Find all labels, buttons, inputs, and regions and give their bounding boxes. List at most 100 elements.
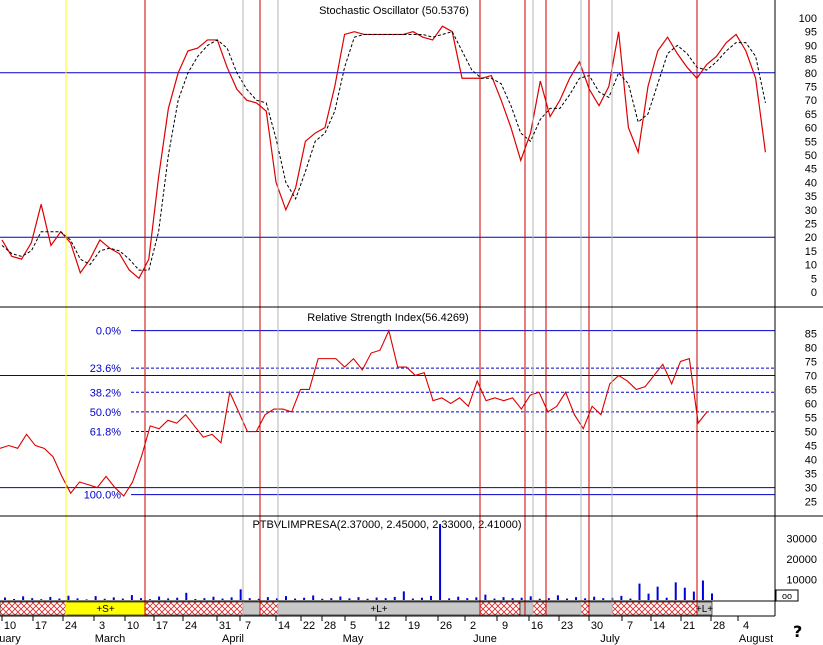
stochastic-k-line (1, 25, 767, 280)
volume-bar (665, 597, 668, 600)
volume-bar (67, 595, 70, 600)
volume-bar (538, 598, 541, 600)
volume-panel: PTBVLIMPRESA(2.37000, 2.45000, 2.33000, … (4, 519, 817, 600)
volume-bar (411, 598, 414, 600)
volume-bar (176, 597, 179, 600)
volume-bar (312, 595, 315, 600)
volume-bar (284, 596, 287, 600)
day-label: 10 (4, 620, 16, 632)
day-label: 30 (591, 620, 603, 632)
date-axis: 10 17 24 3 10 17 24 31 7 14 22 28 5 12 19 26 2 9 16 23 30 7 14… (0, 616, 773, 645)
help-icon[interactable]: ? (793, 622, 803, 641)
day-label: 21 (683, 620, 695, 632)
volume-bar (547, 598, 550, 600)
day-label: 22 (303, 620, 315, 632)
rsi-title: Relative Strength Index(56.4269) (307, 312, 468, 324)
day-label: 28 (324, 620, 336, 632)
volume-bar (656, 586, 659, 600)
volume-bar (330, 598, 333, 600)
fibonacci-label: 0.0% (96, 326, 121, 338)
event-lines (65, 0, 698, 616)
volume-bar (194, 598, 197, 600)
volume-bar (248, 598, 251, 600)
volume-bar (638, 583, 641, 600)
day-label: 4 (743, 620, 749, 632)
y-tick-label: 55 (805, 136, 817, 148)
band-segment (242, 601, 261, 616)
volume-bar (692, 591, 695, 600)
y-tick-label: 80 (805, 342, 817, 354)
volume-bar (475, 597, 478, 600)
y-tick-label: 55 (805, 413, 817, 425)
y-tick-label: 60 (805, 123, 817, 135)
volume-bar (94, 596, 97, 600)
day-label: 17 (35, 620, 47, 632)
fibonacci-label: 61.8% (90, 427, 121, 439)
day-label: 14 (653, 620, 665, 632)
day-label: 7 (245, 620, 251, 632)
volume-bar (103, 598, 106, 600)
volume-bar (602, 598, 605, 600)
y-tick-label: 25 (805, 497, 817, 509)
volume-bar (575, 597, 578, 600)
day-label: 28 (713, 620, 725, 632)
band-label: +S+ (96, 604, 115, 615)
volume-bar (511, 598, 514, 600)
volume-bar (58, 598, 61, 600)
band-segment (580, 601, 590, 616)
day-label: 7 (627, 620, 633, 632)
day-label: 31 (219, 620, 231, 632)
y-tick-label: 40 (805, 455, 817, 467)
day-label: 10 (127, 620, 139, 632)
volume-bar (393, 596, 396, 600)
y-tick-label: 75 (805, 356, 817, 368)
day-label: 3 (99, 620, 105, 632)
day-label: 24 (65, 620, 77, 632)
band-segment (588, 601, 613, 616)
y-tick-label: 25 (805, 219, 817, 231)
month-label: May (343, 633, 364, 645)
legend-box[interactable]: oo (775, 589, 799, 602)
volume-bar (629, 598, 632, 600)
volume-bar (339, 596, 342, 600)
y-tick-label: 45 (805, 441, 817, 453)
y-tick-label: 80 (805, 68, 817, 80)
legend-box-text: oo (782, 591, 792, 601)
volume-bar (203, 598, 206, 600)
volume-bar (139, 598, 142, 600)
volume-bar (321, 598, 324, 600)
band-segment (611, 601, 698, 616)
volume-bar (357, 597, 360, 600)
stochastic-level-lines (0, 72, 775, 238)
volume-bar (185, 592, 188, 600)
stochastic-panel: Stochastic Oscillator (50.5376) 0 510 15 20… (0, 5, 817, 299)
month-label: June (473, 633, 497, 645)
volume-bar (130, 595, 133, 600)
y-tick-label: 20000 (786, 554, 817, 566)
y-tick-label: 45 (805, 164, 817, 176)
volume-bar (420, 597, 423, 600)
volume-bar (366, 598, 369, 600)
y-tick-label: 10000 (786, 574, 817, 586)
volume-bar (158, 596, 161, 600)
y-tick-label: 35 (805, 191, 817, 203)
stochastic-d-line (1, 31, 766, 271)
y-tick-label: 75 (805, 82, 817, 94)
y-tick-label: 60 (805, 398, 817, 410)
band-label: +L+ (696, 604, 713, 615)
volume-bar (701, 580, 704, 600)
y-tick-label: 20 (805, 232, 817, 244)
y-tick-label: 50 (805, 150, 817, 162)
month-label: uary (0, 633, 21, 645)
volume-bar (294, 598, 297, 600)
volume-bar (22, 596, 25, 600)
volume-bar (683, 587, 686, 600)
band-segment (144, 601, 244, 616)
y-tick-label: 100 (799, 13, 817, 25)
volume-bar (13, 598, 16, 600)
fibonacci-label: 23.6% (90, 363, 121, 375)
y-tick-label: 30 (805, 205, 817, 217)
band-segment (0, 601, 67, 616)
volume-bar (149, 599, 152, 600)
month-label: July (600, 633, 620, 645)
